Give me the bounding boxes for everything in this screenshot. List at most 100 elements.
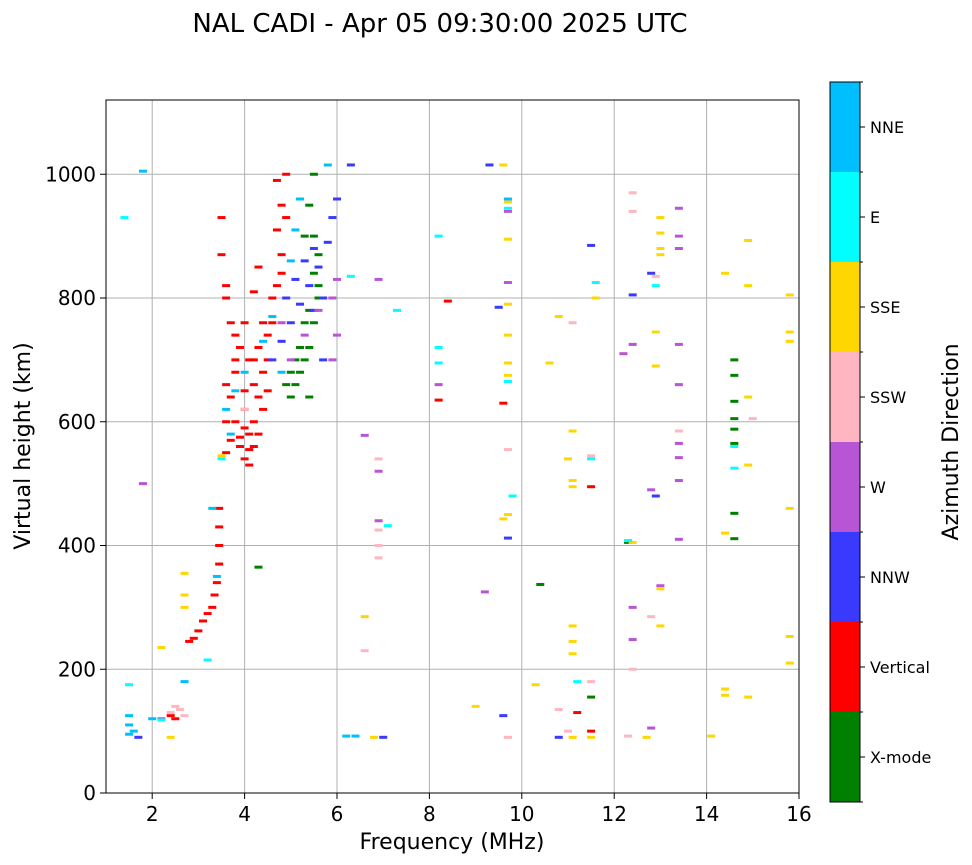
data-point: [721, 687, 730, 691]
data-point: [503, 380, 512, 384]
data-point: [624, 539, 633, 543]
data-point: [587, 735, 596, 739]
data-point: [222, 451, 231, 455]
data-point: [721, 531, 730, 535]
data-point: [296, 346, 305, 349]
data-point: [730, 445, 739, 448]
data-point: [393, 308, 402, 312]
plot-area: [106, 100, 799, 793]
data-point: [674, 537, 683, 541]
data-point: [503, 361, 512, 365]
data-point: [730, 399, 739, 403]
data-point: [240, 407, 249, 411]
data-point: [249, 383, 258, 387]
colorbar-label: NNW: [870, 568, 910, 587]
data-point: [374, 469, 383, 473]
data-point: [536, 582, 545, 586]
data-point: [314, 296, 323, 300]
x-tick-label: 12: [601, 802, 626, 826]
data-point: [434, 346, 443, 349]
data-point: [138, 169, 147, 173]
data-point: [222, 296, 231, 300]
data-point: [282, 216, 291, 220]
data-point: [628, 293, 637, 297]
data-point: [166, 735, 175, 739]
y-tick-label: 200: [58, 657, 96, 681]
chart-title: NAL CADI - Apr 05 09:30:00 2025 UTC: [192, 9, 687, 39]
data-point: [235, 346, 244, 349]
data-point: [240, 389, 249, 393]
data-point: [277, 321, 286, 325]
data-point: [175, 707, 184, 711]
data-point: [291, 383, 300, 387]
data-point: [328, 216, 337, 220]
data-point: [656, 624, 665, 628]
data-point: [277, 253, 286, 257]
data-point: [730, 511, 739, 515]
data-point: [208, 605, 217, 609]
data-point: [531, 683, 540, 687]
data-point: [314, 284, 323, 288]
data-point: [591, 296, 600, 300]
data-point: [249, 290, 258, 294]
data-point: [309, 247, 318, 250]
data-point: [624, 540, 633, 544]
data-point: [300, 259, 309, 263]
data-point: [259, 321, 268, 325]
data-point: [215, 562, 224, 566]
data-point: [300, 321, 309, 325]
data-point: [185, 639, 194, 643]
data-point: [443, 299, 452, 303]
data-point: [217, 454, 226, 458]
data-point: [674, 383, 683, 387]
data-point: [226, 438, 235, 442]
data-point: [314, 308, 323, 312]
data-point: [568, 639, 577, 643]
colorbar-label: W: [870, 478, 886, 497]
y-axis-label: Virtual height (km): [11, 342, 36, 549]
data-point: [499, 517, 508, 521]
data-point: [217, 216, 226, 220]
data-point: [651, 284, 660, 288]
data-point: [744, 284, 753, 288]
data-point: [503, 237, 512, 241]
data-point: [564, 457, 572, 461]
data-point: [245, 358, 254, 362]
colorbar-label: SSE: [870, 298, 900, 317]
x-tick-label: 2: [146, 802, 159, 826]
data-point: [785, 506, 794, 510]
data-point: [333, 277, 341, 281]
data-point: [212, 574, 221, 578]
data-point: [785, 634, 794, 638]
data-point: [628, 638, 637, 642]
data-point: [434, 383, 443, 387]
data-point: [272, 284, 281, 288]
colorbar-segment: [830, 712, 860, 802]
data-point: [286, 259, 295, 263]
x-tick-label: 6: [331, 802, 344, 826]
data-point: [342, 734, 351, 738]
data-point: [309, 308, 318, 312]
colorbar-label: NNE: [870, 118, 904, 137]
data-point: [314, 265, 323, 269]
y-axis: 0 200 400 600 800 1000: [45, 162, 106, 805]
data-point: [323, 163, 332, 167]
data-point: [545, 361, 554, 365]
data-point: [323, 240, 332, 244]
data-point: [587, 729, 596, 733]
data-point: [434, 234, 443, 238]
data-point: [573, 680, 582, 684]
data-point: [249, 358, 258, 362]
data-point: [360, 649, 369, 653]
data-point: [707, 734, 716, 738]
colorbar-segment: [830, 82, 860, 172]
colorbar-segment: [830, 262, 860, 352]
data-point: [379, 735, 388, 739]
data-point: [564, 729, 572, 733]
data-point: [120, 216, 129, 220]
data-point: [226, 321, 235, 325]
data-point: [180, 571, 189, 575]
data-point: [222, 407, 231, 411]
data-point: [503, 206, 512, 210]
y-tick-label: 1000: [45, 162, 96, 186]
